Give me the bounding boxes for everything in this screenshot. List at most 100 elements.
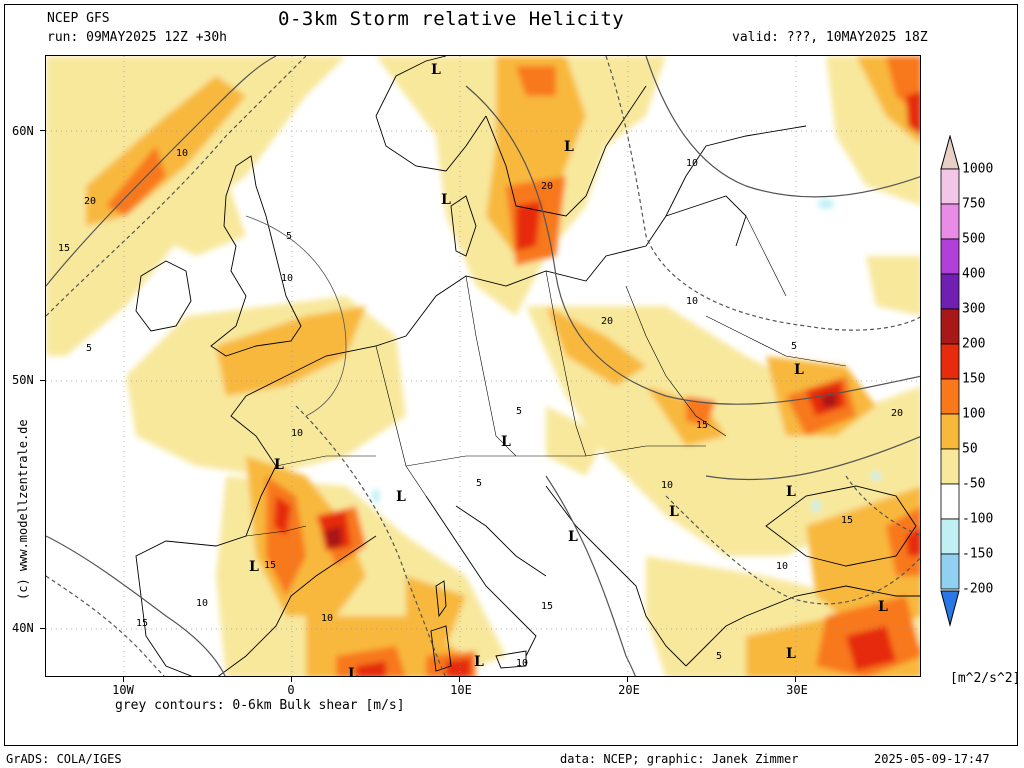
colorbar-label: 400 xyxy=(962,266,986,282)
run-info: run: 09MAY2025 12Z +30h xyxy=(47,30,228,45)
contour-label: 15 xyxy=(541,601,553,612)
low-marker: L xyxy=(878,599,888,615)
contour-label: 10 xyxy=(176,148,188,159)
colorbar-top-cap xyxy=(940,135,960,170)
colorbar-label: -150 xyxy=(962,546,994,562)
colorbar-segment xyxy=(940,273,960,310)
colorbar-segment xyxy=(940,168,960,205)
contour-label: 15 xyxy=(696,420,708,431)
low-marker: L xyxy=(564,139,574,155)
contour-label: 15 xyxy=(264,560,276,571)
colorbar-segment xyxy=(940,238,960,275)
contour-label: 10 xyxy=(281,273,293,284)
low-marker: L xyxy=(431,62,441,78)
low-marker: L xyxy=(786,646,796,662)
credit-text: (c) www.modellzentrale.de xyxy=(16,419,30,600)
colorbar-label: 50 xyxy=(962,441,978,457)
low-markers: L L L L L L L L L L L L L L L xyxy=(249,62,888,677)
colorbar-segment xyxy=(940,378,960,415)
contour-label: 5 xyxy=(86,343,92,354)
lat-label-60n: 60N xyxy=(12,124,34,138)
low-marker: L xyxy=(794,362,804,378)
lon-label-10w: 10W xyxy=(112,683,134,697)
footer-data-credit: data: NCEP; graphic: Janek Zimmer xyxy=(560,752,799,766)
lon-tick xyxy=(627,677,628,682)
low-marker: L xyxy=(501,434,511,450)
colorbar-label: 750 xyxy=(962,196,986,212)
colorbar-label: 1000 xyxy=(962,161,994,177)
colorbar-label: 150 xyxy=(962,371,986,387)
contour-label: 5 xyxy=(716,651,722,662)
lon-tick xyxy=(291,677,292,682)
low-marker: L xyxy=(669,504,679,520)
contour-label: 15 xyxy=(58,243,70,254)
shade-negative xyxy=(372,199,881,512)
contour-label: 10 xyxy=(661,480,673,491)
colorbar-label: -200 xyxy=(962,581,994,597)
low-marker: L xyxy=(441,192,451,208)
contour-caption: grey contours: 0-6km Bulk shear [m/s] xyxy=(115,698,405,713)
lon-tick xyxy=(459,677,460,682)
low-marker: L xyxy=(786,484,796,500)
model-name: NCEP GFS xyxy=(47,11,110,26)
lon-label-10e: 10E xyxy=(450,683,472,697)
contour-label: 5 xyxy=(791,341,797,352)
country-borders xyxy=(245,215,847,537)
colorbar-segment xyxy=(940,308,960,345)
lat-tick xyxy=(40,130,45,131)
lon-tick xyxy=(123,677,124,682)
contour-label: 5 xyxy=(516,406,522,417)
colorbar-segment xyxy=(940,203,960,240)
helicity-map: 10 20 15 5 10 5 20 10 20 10 5 20 15 5 10… xyxy=(45,55,921,677)
colorbar-label: 300 xyxy=(962,301,986,317)
colorbar-label: -50 xyxy=(962,476,986,492)
footer-timestamp: 2025-05-09-17:47 xyxy=(874,752,990,766)
low-marker: L xyxy=(274,457,284,473)
low-marker: L xyxy=(396,489,406,505)
bulk-shear-contours xyxy=(46,56,920,676)
lat-label-40n: 40N xyxy=(12,621,34,635)
contour-label: 10 xyxy=(686,158,698,169)
colorbar-bottom-cap xyxy=(940,590,960,627)
contour-label: 15 xyxy=(841,515,853,526)
contour-label: 10 xyxy=(776,561,788,572)
footer-software: GrADS: COLA/IGES xyxy=(6,752,122,766)
contour-label: 15 xyxy=(136,618,148,629)
contour-label: 10 xyxy=(321,613,333,624)
contour-label: 5 xyxy=(476,478,482,489)
contour-label: 20 xyxy=(541,181,553,192)
colorbar-label: 200 xyxy=(962,336,986,352)
colorbar-label: -100 xyxy=(962,511,994,527)
contour-labels: 10 20 15 5 10 5 20 10 20 10 5 20 15 5 10… xyxy=(58,148,903,669)
figure-frame xyxy=(4,4,1018,746)
low-marker: L xyxy=(474,654,484,670)
lon-tick xyxy=(795,677,796,682)
map-canvas: 10 20 15 5 10 5 20 10 20 10 5 20 15 5 10… xyxy=(46,56,920,677)
contour-label: 10 xyxy=(291,428,303,439)
low-marker: L xyxy=(348,666,358,677)
lon-label-30e: 30E xyxy=(786,683,808,697)
contour-label: 10 xyxy=(686,296,698,307)
colorbar-segment xyxy=(940,448,960,485)
colorbar-segment xyxy=(940,483,960,520)
low-marker: L xyxy=(568,529,578,545)
colorbar xyxy=(940,135,960,627)
contour-label: 20 xyxy=(84,196,96,207)
map-title: 0-3km Storm relative Helicity xyxy=(278,8,625,30)
lon-label-20e: 20E xyxy=(618,683,640,697)
colorbar-segment xyxy=(940,518,960,555)
contour-label: 20 xyxy=(891,408,903,419)
lat-label-50n: 50N xyxy=(12,373,34,387)
low-marker: L xyxy=(249,559,259,575)
contour-label: 10 xyxy=(516,658,528,669)
lat-tick xyxy=(40,628,45,629)
colorbar-segment xyxy=(940,343,960,380)
lat-tick xyxy=(40,380,45,381)
colorbar-units: [m^2/s^2] xyxy=(950,671,1021,686)
colorbar-segment xyxy=(940,553,960,590)
contour-label: 20 xyxy=(601,316,613,327)
colorbar-label: 100 xyxy=(962,406,986,422)
colorbar-label: 500 xyxy=(962,231,986,247)
colorbar-segments xyxy=(940,168,960,590)
contour-label: 5 xyxy=(286,231,292,242)
